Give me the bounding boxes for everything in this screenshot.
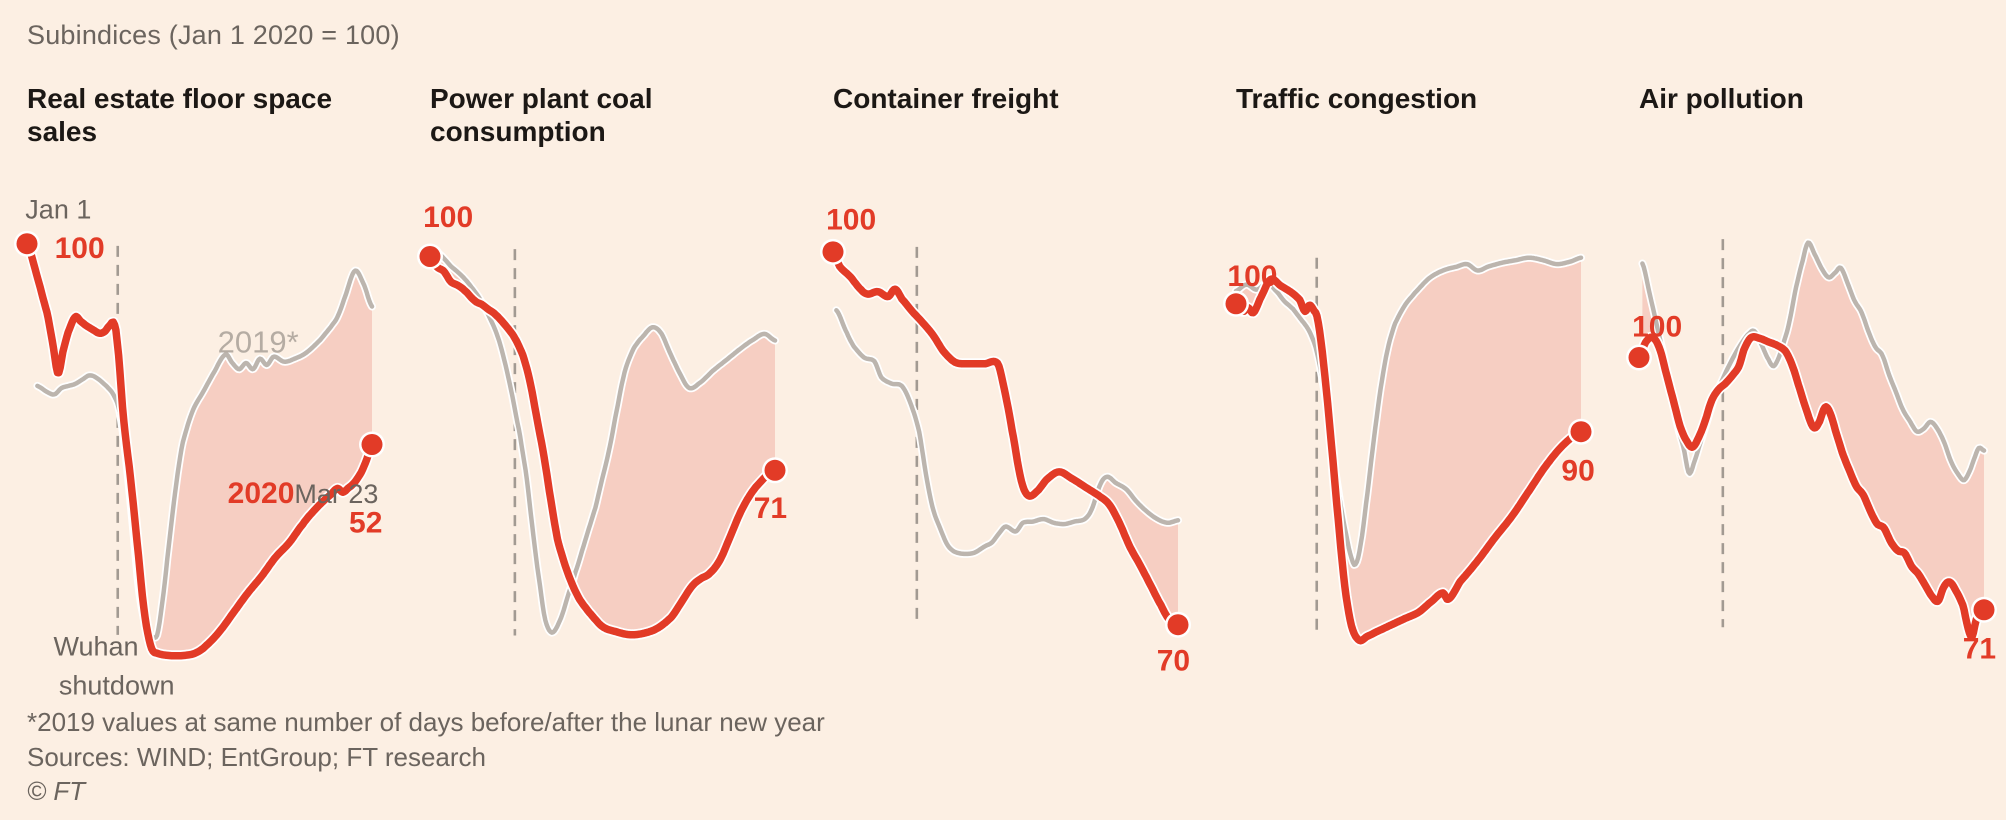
line-2020 — [1635, 333, 1988, 641]
annotation-52: 52 — [349, 506, 382, 539]
start-dot — [1225, 293, 1247, 315]
chart-title-line: Air pollution — [1639, 83, 1804, 114]
chart-title-line: consumption — [430, 116, 606, 148]
line-2019 — [1233, 255, 1584, 568]
annotation-2019-: 2019* — [218, 325, 299, 360]
start-dot — [822, 241, 844, 263]
chart-canvas-air-pollution: 100 71 — [1626, 238, 1997, 666]
annotation-100: 100 — [423, 201, 473, 234]
sources: Sources: WIND; EntGroup; FT research — [27, 741, 486, 772]
line-2020 — [426, 252, 779, 639]
start-dot — [419, 245, 441, 267]
chart-canvas-power-plant-coal-consumption: 100 71 — [417, 201, 788, 641]
line-2020 — [23, 239, 376, 660]
start-dot — [1628, 347, 1650, 368]
chart-panel-container-freight: Container freight 100 70 — [820, 82, 1198, 697]
chart-title: Air pollution — [1629, 82, 2004, 192]
footnote: *2019 values at same number of days befo… — [27, 707, 825, 737]
end-dot — [1167, 614, 1189, 636]
chart-title-line: Container freight — [833, 83, 1059, 114]
chart-title-line: sales — [27, 116, 98, 148]
chart-panel-real-estate-floor-space-sales: Real estate floor space sales Jan 1 100 2019… — [14, 82, 392, 701]
annotation-100: 100 — [826, 204, 876, 237]
chart-title: Traffic congestion — [1226, 82, 1601, 192]
charts-row: Real estate floor space sales Jan 1 100 2019… — [0, 82, 2006, 701]
chart-title: Power plant coal consumption — [420, 82, 795, 192]
start-dot — [16, 233, 38, 255]
annotation-71: 71 — [754, 492, 787, 525]
area-between-lines — [1330, 257, 1581, 641]
line-2019 — [834, 308, 1181, 557]
halo-2020 — [827, 246, 1184, 631]
end-dot — [1570, 421, 1592, 443]
annotation-71: 71 — [1963, 633, 1996, 666]
chart-title-line: Traffic congestion — [1236, 83, 1478, 114]
chart-title-line: Power plant coal — [430, 83, 653, 114]
annotation-shutdown: shutdown — [59, 671, 175, 701]
chart-panel-traffic-congestion: Traffic congestion 100 90 — [1223, 82, 1601, 697]
chart-title-line: Real estate floor space — [27, 83, 333, 114]
line-2020 — [829, 248, 1182, 629]
area-between-lines — [147, 270, 372, 656]
annotation-100: 100 — [1632, 311, 1682, 344]
annotation-100: 100 — [55, 232, 105, 265]
line-2020 — [1232, 275, 1585, 645]
chart-panel-air-pollution: Air pollution 100 71 — [1626, 82, 2004, 697]
chart-panel-power-plant-coal-consumption: Power plant coal consumption 100 71 — [417, 82, 795, 697]
footer: *2019 values at same number of days befo… — [0, 697, 2006, 809]
area-between-lines — [572, 327, 775, 635]
annotation-wuhan: Wuhan — [53, 632, 138, 662]
annotation-90: 90 — [1561, 454, 1594, 487]
ft-credit: © FT — [27, 776, 86, 807]
chart-canvas-traffic-congestion: 100 90 — [1223, 253, 1595, 647]
end-dot — [764, 459, 786, 481]
annotation-2020: 2020 — [228, 477, 295, 510]
annotation-70: 70 — [1157, 645, 1190, 678]
chart-title: Container freight — [823, 82, 1198, 192]
chart-subtitle: Subindices (Jan 1 2020 = 100) — [27, 20, 400, 50]
annotation-mar-23: Mar 23 — [294, 479, 378, 509]
area-between-lines — [1782, 242, 1984, 637]
chart-canvas-container-freight: 100 70 — [820, 204, 1191, 678]
annotation-100: 100 — [1227, 260, 1277, 293]
line-2019 — [35, 268, 375, 641]
chart-title: Real estate floor space sales — [17, 82, 392, 192]
annotation-jan-1: Jan 1 — [25, 195, 91, 225]
end-dot — [361, 434, 383, 455]
end-dot — [1973, 599, 1995, 621]
